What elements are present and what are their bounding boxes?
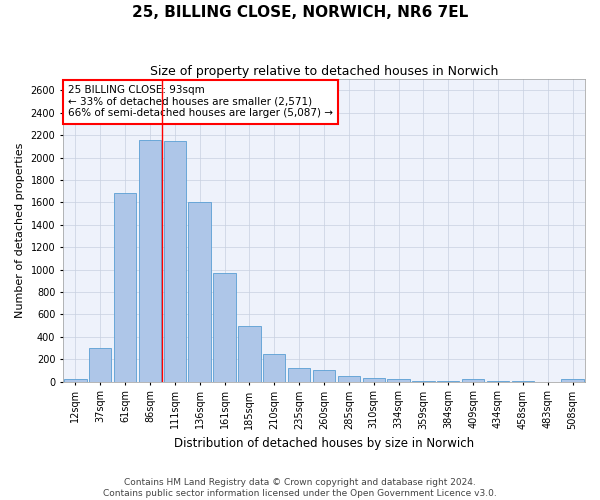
Bar bbox=[462, 380, 484, 382]
Bar bbox=[512, 380, 534, 382]
Bar bbox=[562, 380, 584, 382]
Bar bbox=[338, 376, 360, 382]
Text: 25, BILLING CLOSE, NORWICH, NR6 7EL: 25, BILLING CLOSE, NORWICH, NR6 7EL bbox=[132, 5, 468, 20]
Bar bbox=[164, 141, 186, 382]
Bar bbox=[64, 380, 86, 382]
Bar bbox=[114, 194, 136, 382]
Bar bbox=[388, 380, 410, 382]
Bar bbox=[139, 140, 161, 382]
Bar bbox=[214, 273, 236, 382]
Bar bbox=[89, 348, 112, 382]
Bar bbox=[412, 380, 434, 382]
Y-axis label: Number of detached properties: Number of detached properties bbox=[15, 142, 25, 318]
Text: 25 BILLING CLOSE: 93sqm
← 33% of detached houses are smaller (2,571)
66% of semi: 25 BILLING CLOSE: 93sqm ← 33% of detache… bbox=[68, 85, 333, 118]
Bar bbox=[313, 370, 335, 382]
Bar bbox=[487, 380, 509, 382]
Bar bbox=[263, 354, 286, 382]
Title: Size of property relative to detached houses in Norwich: Size of property relative to detached ho… bbox=[150, 65, 498, 78]
Bar bbox=[437, 380, 460, 382]
Bar bbox=[238, 326, 260, 382]
Bar bbox=[288, 368, 310, 382]
Text: Contains HM Land Registry data © Crown copyright and database right 2024.
Contai: Contains HM Land Registry data © Crown c… bbox=[103, 478, 497, 498]
Bar bbox=[362, 378, 385, 382]
X-axis label: Distribution of detached houses by size in Norwich: Distribution of detached houses by size … bbox=[174, 437, 474, 450]
Bar bbox=[188, 202, 211, 382]
